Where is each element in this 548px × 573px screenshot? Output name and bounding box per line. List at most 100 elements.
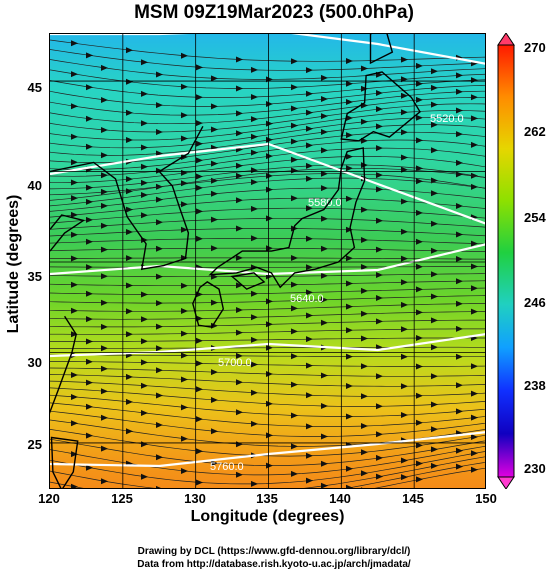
wind-arrow	[196, 120, 203, 127]
wind-arrow	[101, 202, 108, 209]
wind-arrow	[141, 338, 148, 345]
wind-arrow	[196, 360, 203, 367]
wind-arrow	[211, 397, 218, 403]
wind-arrow	[236, 172, 243, 179]
wind-arrow	[156, 422, 163, 428]
wind-arrow	[141, 179, 148, 186]
wind-arrow	[431, 317, 438, 324]
wind-arrow	[266, 101, 273, 107]
streamline	[50, 303, 485, 312]
wind-arrow	[306, 423, 313, 430]
wind-arrow	[401, 198, 408, 205]
wind-arrow	[251, 205, 258, 212]
wind-arrow	[196, 173, 203, 180]
wind-arrow	[251, 314, 258, 321]
wind-arrow	[401, 474, 408, 481]
wind-arrow	[181, 83, 188, 90]
wind-arrow	[401, 228, 408, 235]
wind-arrow	[291, 167, 298, 174]
wind-arrow	[141, 410, 148, 416]
wind-arrow	[156, 196, 163, 203]
wind-arrow	[346, 132, 353, 139]
wind-arrow	[266, 136, 273, 143]
wind-arrow	[211, 190, 218, 197]
wind-arrow	[86, 198, 93, 205]
wind-arrow	[101, 64, 108, 71]
wind-arrow	[126, 188, 133, 195]
wind-arrow	[211, 369, 218, 376]
wind-arrow	[431, 426, 438, 433]
wind-arrow	[321, 272, 328, 279]
wind-arrow	[321, 245, 328, 252]
wind-arrow	[181, 308, 188, 314]
streamline	[50, 445, 485, 476]
wind-arrow	[306, 90, 313, 97]
wind-arrow	[321, 96, 328, 102]
wind-arrow	[456, 278, 463, 285]
wind-arrow	[266, 344, 273, 351]
wind-arrow	[101, 323, 108, 330]
wind-arrow	[431, 271, 438, 278]
wind-arrow	[401, 457, 408, 464]
wind-arrow	[126, 176, 133, 183]
wind-arrow	[266, 371, 273, 377]
wind-arrow	[471, 94, 478, 101]
wind-arrow	[156, 392, 163, 399]
wind-arrow	[181, 468, 188, 474]
wind-arrow	[181, 226, 188, 233]
wind-arrow	[266, 172, 273, 179]
wind-arrow	[376, 373, 383, 380]
wind-arrow	[196, 94, 203, 101]
wind-arrow	[361, 335, 368, 342]
wind-arrow	[86, 184, 93, 191]
wind-arrow	[361, 423, 368, 429]
wind-arrow	[456, 107, 463, 114]
wind-arrow	[181, 376, 188, 383]
wind-arrow	[141, 144, 148, 151]
wind-arrow	[346, 99, 353, 105]
wind-arrow	[126, 109, 133, 116]
wind-arrow	[196, 184, 203, 191]
wind-arrow	[126, 398, 133, 405]
streamline	[50, 110, 485, 141]
wind-arrow	[346, 303, 353, 310]
wind-arrow	[431, 147, 438, 154]
wind-arrow	[291, 470, 298, 477]
wind-arrow	[86, 403, 93, 410]
wind-arrow	[101, 414, 108, 421]
wind-arrow	[456, 256, 463, 262]
wind-arrow	[86, 358, 93, 365]
wind-arrow	[156, 323, 163, 330]
wind-arrow	[306, 392, 313, 399]
wind-arrow	[321, 403, 328, 409]
wind-arrow	[156, 150, 163, 157]
wind-arrow	[346, 484, 353, 488]
wind-arrow	[431, 121, 438, 128]
wind-arrow	[291, 138, 298, 145]
wind-arrow	[291, 84, 298, 91]
wind-arrow	[376, 145, 383, 152]
wind-arrow	[401, 154, 408, 161]
wind-arrow	[141, 316, 148, 323]
credit-data: Data from http://database.rish.kyoto-u.a…	[137, 559, 411, 570]
contour-label: 5760.0	[210, 461, 244, 473]
wind-arrow	[321, 129, 328, 135]
wind-arrow	[471, 141, 478, 148]
wind-arrow	[141, 291, 148, 298]
wind-arrow	[346, 115, 353, 121]
streamline	[50, 354, 485, 358]
wind-arrow	[71, 133, 78, 140]
wind-arrow	[401, 326, 408, 333]
wind-arrow	[416, 460, 423, 467]
wind-arrow	[101, 388, 108, 395]
y-tick: 30	[27, 355, 42, 370]
wind-arrow	[401, 109, 408, 116]
wind-arrow	[211, 216, 218, 223]
wind-arrow	[251, 133, 258, 140]
wind-arrow	[346, 383, 353, 389]
wind-arrow	[346, 327, 353, 334]
colorbar-tick: 262	[524, 124, 546, 139]
wind-arrow	[456, 231, 463, 238]
wind-arrow	[361, 393, 368, 400]
wind-arrow	[196, 479, 203, 486]
